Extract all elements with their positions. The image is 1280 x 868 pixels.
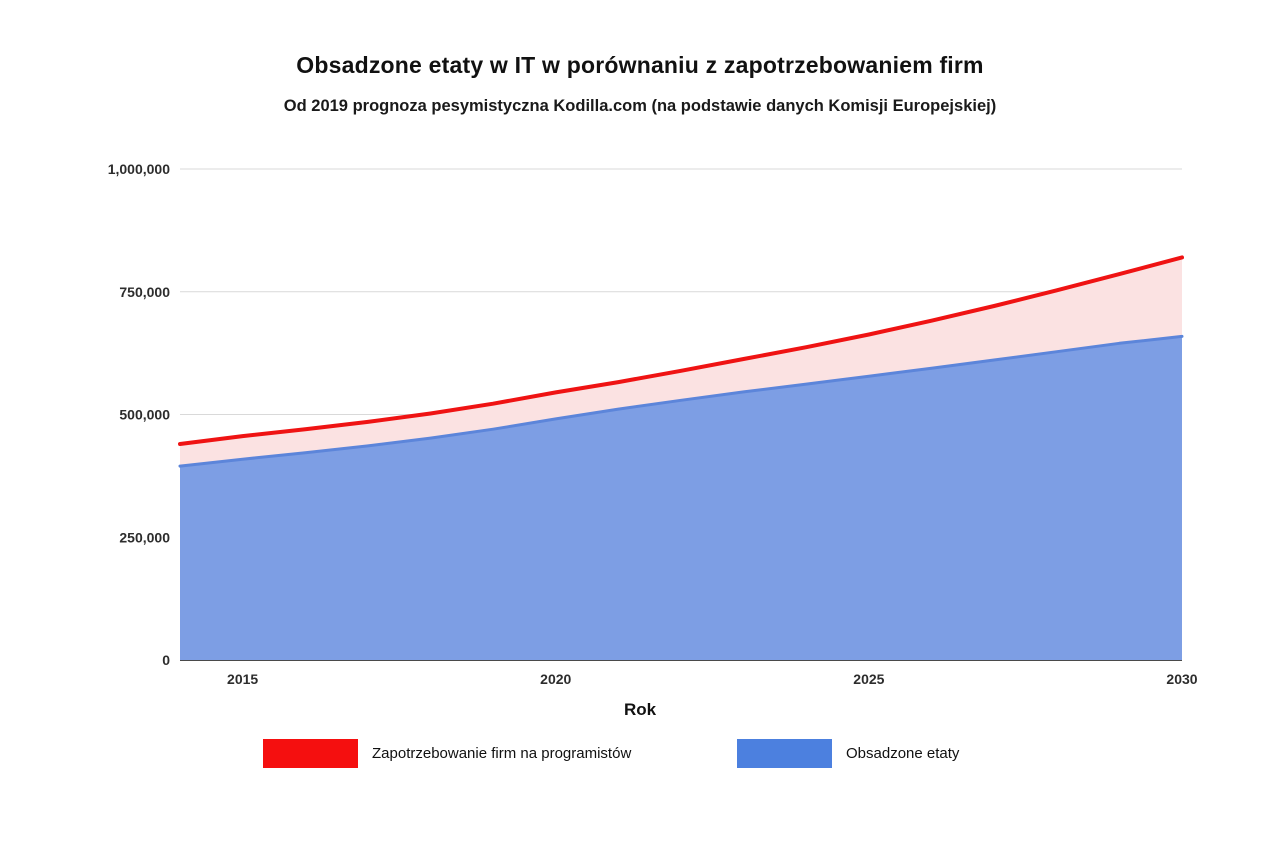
legend-item-demand: Zapotrzebowanie firm na programistów [263,739,631,768]
x-tick-label: 2015 [227,671,258,687]
filled-area [180,336,1182,660]
filled-line [178,334,1184,468]
chart-title: Obsadzone etaty w IT w porównaniu z zapo… [296,52,984,78]
chart-subtitle: Od 2019 prognoza pesymistyczna Kodilla.c… [283,97,997,115]
legend: Zapotrzebowanie firm na programistów Obs… [0,739,1280,769]
x-tick-label: 2025 [853,671,884,687]
y-tick-label: 0 [162,652,170,668]
y-tick-label: 250,000 [119,529,170,545]
demand-line [178,255,1184,446]
y-tick-label: 1,000,000 [108,161,170,177]
legend-item-filled: Obsadzone etaty [737,739,959,768]
filled-legend-label: Obsadzone etaty [846,745,960,762]
y-tick-label: 750,000 [119,284,170,300]
demand-legend-swatch [263,739,358,768]
x-tick-label: 2030 [1166,671,1197,687]
x-axis-title: Rok [623,700,657,719]
demand-legend-label: Zapotrzebowanie firm na programistów [372,745,632,762]
filled-legend-swatch [737,739,832,768]
y-tick-label: 500,000 [119,407,170,423]
x-tick-label: 2020 [540,671,571,687]
